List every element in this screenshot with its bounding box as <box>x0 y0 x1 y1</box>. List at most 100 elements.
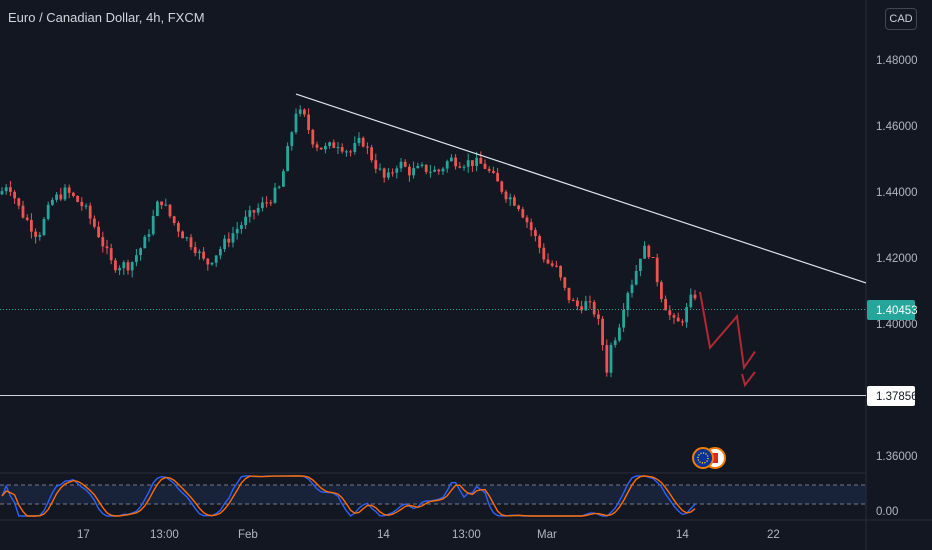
candle-body <box>38 234 42 237</box>
economic-events[interactable] <box>692 447 726 469</box>
candle-body <box>605 345 609 373</box>
last-price-value: 1.40453 <box>876 305 918 317</box>
candle-body <box>416 165 420 169</box>
candle-body <box>437 169 441 172</box>
candle-body <box>643 245 646 259</box>
candle-body <box>660 282 663 300</box>
price-label-1: 1.48000 <box>876 55 918 67</box>
support-tag <box>867 386 915 406</box>
candle-body <box>151 215 155 235</box>
candle-body <box>177 223 180 232</box>
candle-body <box>685 307 688 323</box>
candle-body <box>340 147 344 152</box>
candle-body <box>34 231 37 237</box>
candle-body <box>315 144 319 148</box>
candle-body <box>30 219 33 232</box>
candle-body <box>622 309 625 328</box>
candle-body <box>555 265 558 267</box>
candle-body <box>114 260 117 271</box>
candle-body <box>88 205 92 219</box>
support-value: 1.37856 <box>876 391 918 403</box>
eu-stars-icon <box>697 452 709 464</box>
candle-body <box>366 146 369 148</box>
candle-body <box>118 268 121 271</box>
candle-body <box>240 225 243 229</box>
currency-button[interactable]: CAD <box>885 8 917 30</box>
candle-body <box>93 218 96 227</box>
candle-body <box>672 315 676 318</box>
candle-body <box>67 187 71 193</box>
candle-body <box>508 197 512 200</box>
candle-body <box>399 161 403 169</box>
candle-body <box>63 187 67 200</box>
candle-body <box>126 262 130 271</box>
candle-body <box>328 142 331 146</box>
candle-body <box>84 205 88 207</box>
candle-body <box>13 191 16 199</box>
ca-flag-leaf <box>712 453 718 463</box>
candle-body <box>546 259 550 264</box>
chart-title: Euro / Canadian Dollar, 4h, FXCM <box>8 10 205 25</box>
candle-body <box>51 199 54 205</box>
candle-body <box>80 201 84 207</box>
candle-body <box>676 317 680 322</box>
candle-body <box>349 151 352 153</box>
candle-body <box>609 344 613 373</box>
candle-body <box>345 151 348 153</box>
candle-body <box>252 210 256 213</box>
candle-body <box>441 168 445 172</box>
candle-body <box>408 166 411 176</box>
candle-body <box>261 202 264 208</box>
time-label-1: 17 <box>77 529 90 541</box>
time-label-6: Mar <box>537 529 557 541</box>
candle-body <box>580 306 583 311</box>
candle-body <box>374 160 378 169</box>
price-label-3: 1.44000 <box>876 187 918 199</box>
candle-body <box>72 192 75 196</box>
stoch-axis-label: 0.00 <box>876 506 898 518</box>
candle-body <box>588 301 592 303</box>
candle-body <box>235 228 239 234</box>
candle-body <box>156 201 159 216</box>
candle-body <box>668 310 672 316</box>
candle-body <box>42 218 46 235</box>
candle-body <box>403 161 407 167</box>
candle-body <box>542 247 546 260</box>
candle-body <box>307 114 310 130</box>
candle-body <box>17 198 21 206</box>
candle-body <box>433 169 436 172</box>
candle-body <box>277 186 281 188</box>
candle-body <box>0 191 4 195</box>
stochastic-group <box>1 475 696 517</box>
candle-body <box>647 245 651 258</box>
candle-body <box>256 207 260 213</box>
candle-body <box>294 113 298 133</box>
candle-body <box>634 270 638 285</box>
candle-body <box>571 300 575 302</box>
candle-body <box>172 216 176 224</box>
candle-body <box>382 168 386 178</box>
candle-body <box>521 209 525 218</box>
candle-body <box>559 266 562 278</box>
candle-body <box>429 171 432 173</box>
candle-body <box>227 238 231 243</box>
candle-body <box>664 299 667 311</box>
candle-body <box>265 202 268 204</box>
eu-flag-icon <box>692 447 714 469</box>
candle-body <box>420 164 424 166</box>
candle-body <box>198 251 201 254</box>
candle-body <box>303 109 306 115</box>
candle-body <box>693 294 697 299</box>
candle-body <box>109 248 113 261</box>
candle-body <box>332 142 336 148</box>
time-label-3: Feb <box>238 529 258 541</box>
price-label-5: 1.40000 <box>876 319 918 331</box>
candle-body <box>563 277 567 288</box>
time-label-8: 22 <box>767 529 780 541</box>
candle-body <box>160 201 163 206</box>
candle-body <box>567 287 571 301</box>
time-label-2: 13:00 <box>150 529 179 541</box>
candle-body <box>597 314 600 319</box>
candle-body <box>46 204 50 219</box>
